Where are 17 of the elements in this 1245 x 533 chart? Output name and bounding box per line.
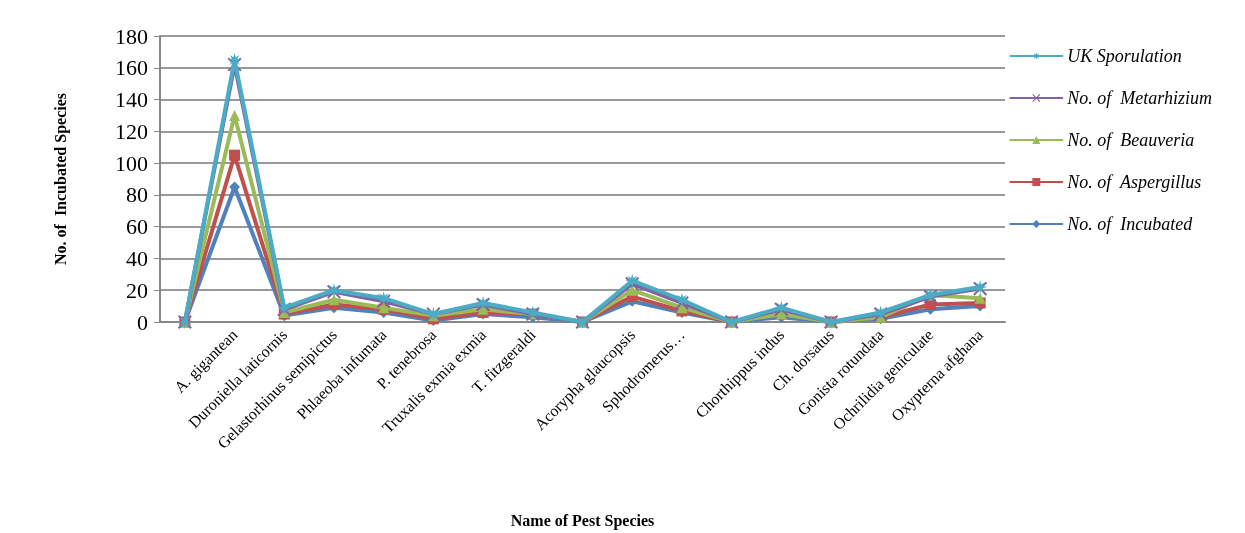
y-tick-label: 0 xyxy=(137,309,148,335)
legend-label: UK Sporulation xyxy=(1067,46,1182,66)
legend-label: No. of Metarhizium xyxy=(1066,88,1213,108)
x-axis-title: Name of Pest Species xyxy=(510,511,655,530)
y-tick-label: 40 xyxy=(126,245,148,271)
y-axis-title: No. of Incubated Species xyxy=(51,92,70,266)
legend-label: No. of Beauveria xyxy=(1066,130,1195,150)
y-tick-label: 100 xyxy=(115,150,148,176)
legend-label: No. of Aspergillus xyxy=(1066,172,1202,192)
legend-label: No. of Incubated xyxy=(1066,214,1194,234)
y-tick-label: 120 xyxy=(115,118,148,144)
y-tick-label: 20 xyxy=(126,277,148,303)
y-tick-label: 60 xyxy=(126,214,148,240)
y-tick-label: 180 xyxy=(115,23,148,49)
y-tick-label: 160 xyxy=(115,55,148,81)
y-tick-label: 140 xyxy=(115,87,148,113)
y-tick-label: 80 xyxy=(126,182,148,208)
